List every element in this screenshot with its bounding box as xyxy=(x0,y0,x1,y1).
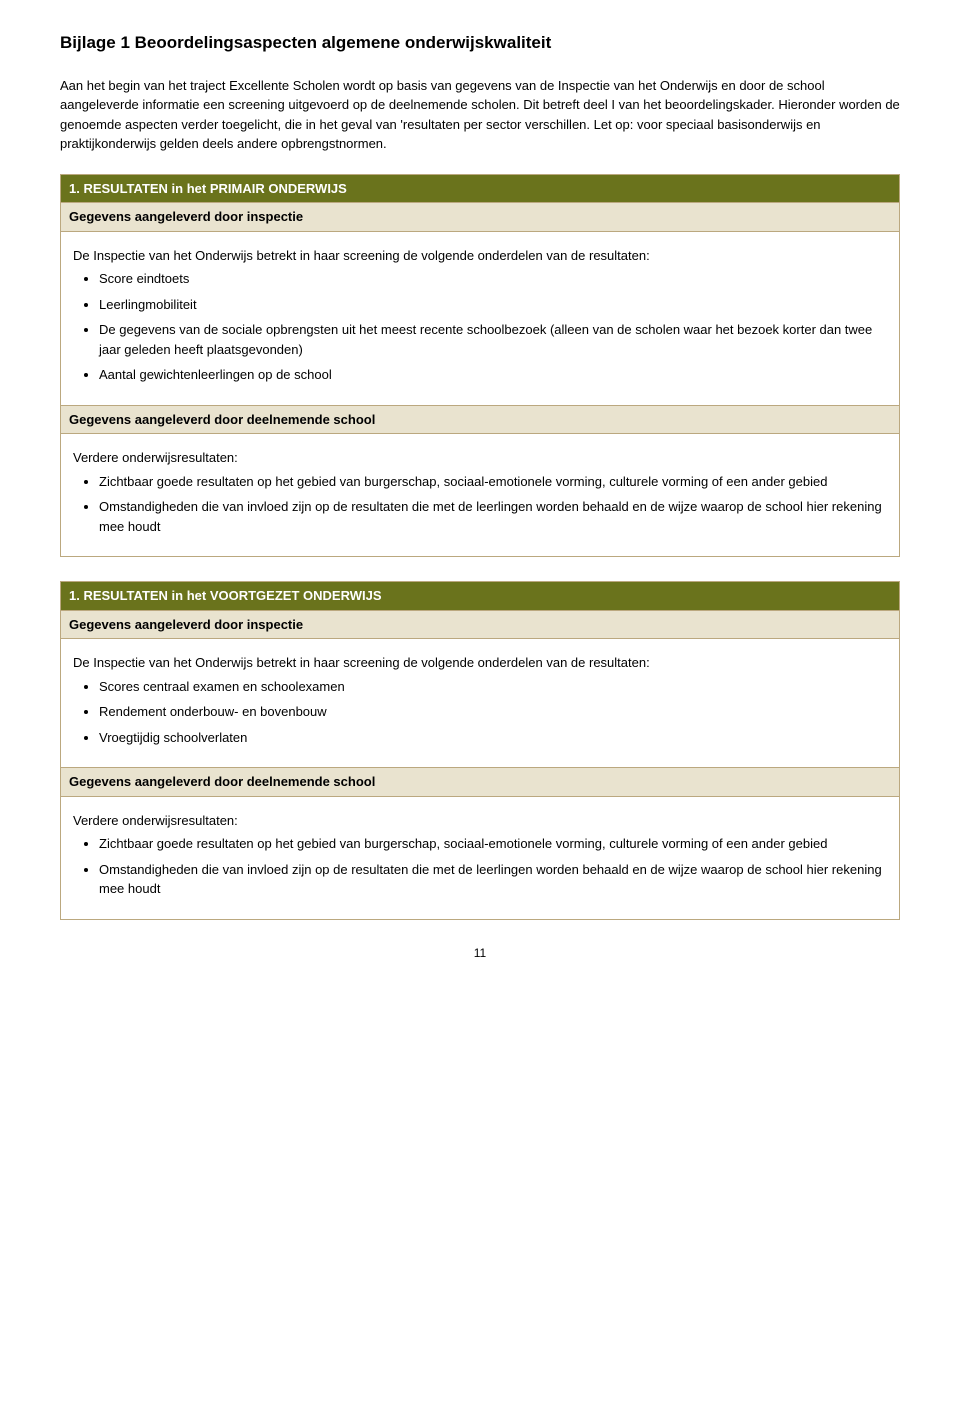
section2-sub2: Gegevens aangeleverd door deelnemende sc… xyxy=(61,767,899,796)
page-number: 11 xyxy=(60,944,900,962)
section1-sub2: Gegevens aangeleverd door deelnemende sc… xyxy=(61,405,899,434)
section1-content2-list: Zichtbaar goede resultaten op het gebied… xyxy=(73,472,887,537)
intro-paragraph: Aan het begin van het traject Excellente… xyxy=(60,76,900,154)
section2-content2-list: Zichtbaar goede resultaten op het gebied… xyxy=(73,834,887,899)
section1-content1-lead: De Inspectie van het Onderwijs betrekt i… xyxy=(73,246,887,266)
list-item: Aantal gewichtenleerlingen op de school xyxy=(99,365,887,385)
section1-content1: De Inspectie van het Onderwijs betrekt i… xyxy=(61,231,899,405)
section2-content1-lead: De Inspectie van het Onderwijs betrekt i… xyxy=(73,653,887,673)
section2-content2: Verdere onderwijsresultaten: Zichtbaar g… xyxy=(61,796,899,919)
section-primair-onderwijs: 1. RESULTATEN in het PRIMAIR ONDERWIJS G… xyxy=(60,174,900,558)
list-item: De gegevens van de sociale opbrengsten u… xyxy=(99,320,887,359)
section1-content1-list: Score eindtoets Leerlingmobiliteit De gege… xyxy=(73,269,887,385)
section1-header: 1. RESULTATEN in het PRIMAIR ONDERWIJS xyxy=(61,175,899,203)
section-voortgezet-onderwijs: 1. RESULTATEN in het VOORTGEZET ONDERWIJ… xyxy=(60,581,900,920)
section2-content2-lead: Verdere onderwijsresultaten: xyxy=(73,811,887,831)
list-item: Zichtbaar goede resultaten op het gebied… xyxy=(99,472,887,492)
section2-header: 1. RESULTATEN in het VOORTGEZET ONDERWIJ… xyxy=(61,582,899,610)
section2-sub1: Gegevens aangeleverd door inspectie xyxy=(61,610,899,639)
section2-content1-list: Scores centraal examen en schoolexamen Re… xyxy=(73,677,887,748)
section1-content2: Verdere onderwijsresultaten: Zichtbaar g… xyxy=(61,433,899,556)
list-item: Score eindtoets xyxy=(99,269,887,289)
list-item: Zichtbaar goede resultaten op het gebied… xyxy=(99,834,887,854)
list-item: Leerlingmobiliteit xyxy=(99,295,887,315)
section1-content2-lead: Verdere onderwijsresultaten: xyxy=(73,448,887,468)
list-item: Omstandigheden die van invloed zijn op d… xyxy=(99,497,887,536)
list-item: Rendement onderbouw- en bovenbouw xyxy=(99,702,887,722)
section2-content1: De Inspectie van het Onderwijs betrekt i… xyxy=(61,638,899,767)
section1-sub1: Gegevens aangeleverd door inspectie xyxy=(61,202,899,231)
list-item: Scores centraal examen en schoolexamen xyxy=(99,677,887,697)
list-item: Vroegtijdig schoolverlaten xyxy=(99,728,887,748)
list-item: Omstandigheden die van invloed zijn op d… xyxy=(99,860,887,899)
page-title: Bijlage 1 Beoordelingsaspecten algemene … xyxy=(60,30,900,56)
